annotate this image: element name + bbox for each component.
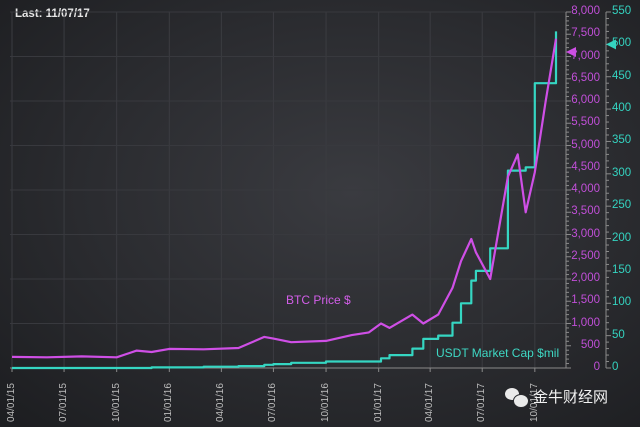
left-axis-tick: 6,500 [571,71,600,84]
left-axis-tick: 2,500 [571,249,600,262]
x-axis-tick: 04/01/15 [6,383,17,422]
right-axis-tick: 150 [612,263,632,276]
left-axis-tick: 2,000 [571,272,600,284]
left-axis-tick: 8,000 [571,5,600,17]
right-axis-tick: 50 [612,328,625,341]
x-axis-tick: 04/01/16 [215,383,227,422]
left-axis-tick: 5,000 [571,138,600,151]
left-axis-tick: 4,500 [571,160,600,173]
right-axis-tick: 500 [612,37,632,50]
x-axis-tick: 10/01/16 [320,383,332,422]
watermark: 金牛财经网 [505,386,609,408]
btc-line [11,38,558,359]
right-axis-tick: 0 [612,361,619,373]
left-axis-tick: 7,000 [571,49,600,62]
usdt-line [12,31,558,370]
right-axis-tick: 400 [612,102,632,115]
watermark-text: 金牛财经网 [533,389,609,406]
x-axis-tick: 04/01/17 [424,383,436,422]
left-axis-tick: 3,500 [571,205,600,218]
left-axis-tick: 7,500 [571,27,600,40]
x-axis-tick: 07/01/15 [58,383,70,422]
gridlines [10,11,566,368]
x-axis-tick: 07/01/16 [267,383,279,422]
right-axis-tick: 200 [612,231,632,244]
left-axis-tick: 1,000 [571,316,600,329]
x-axis-tick: 01/01/17 [372,383,384,422]
left-axis-tick: 4,000 [571,183,600,195]
left-axis-tick: 500 [580,338,600,351]
left-axis-tick: 0 [593,361,600,373]
right-axis-tick: 450 [612,69,632,82]
left-axis-tick: 1,500 [571,294,600,307]
left-axis-tick: 5,500 [571,116,600,129]
usdt-series-label: USDT Market Cap $mil [436,346,560,360]
right-axis-tick: 300 [612,166,632,179]
usdt-last-marker [606,39,616,50]
left-axis-tick: 6,000 [571,94,600,106]
wechat-icon [505,387,529,408]
last-date-label: Last: 11/07/17 [15,8,90,20]
x-axis-tick: 01/01/16 [163,383,175,422]
right-axis-tick: 550 [612,5,632,17]
left-axis-tick: 3,000 [571,227,600,240]
x-axis-tick: 07/01/17 [476,383,488,422]
btc-last-marker [566,47,576,58]
btc-series-label: BTC Price $ [286,293,351,307]
right-axis-tick: 350 [612,134,632,147]
right-axis-tick: 100 [612,296,632,309]
right-axis-tick: 250 [612,199,632,212]
x-axis-tick: 10/01/15 [110,383,122,422]
